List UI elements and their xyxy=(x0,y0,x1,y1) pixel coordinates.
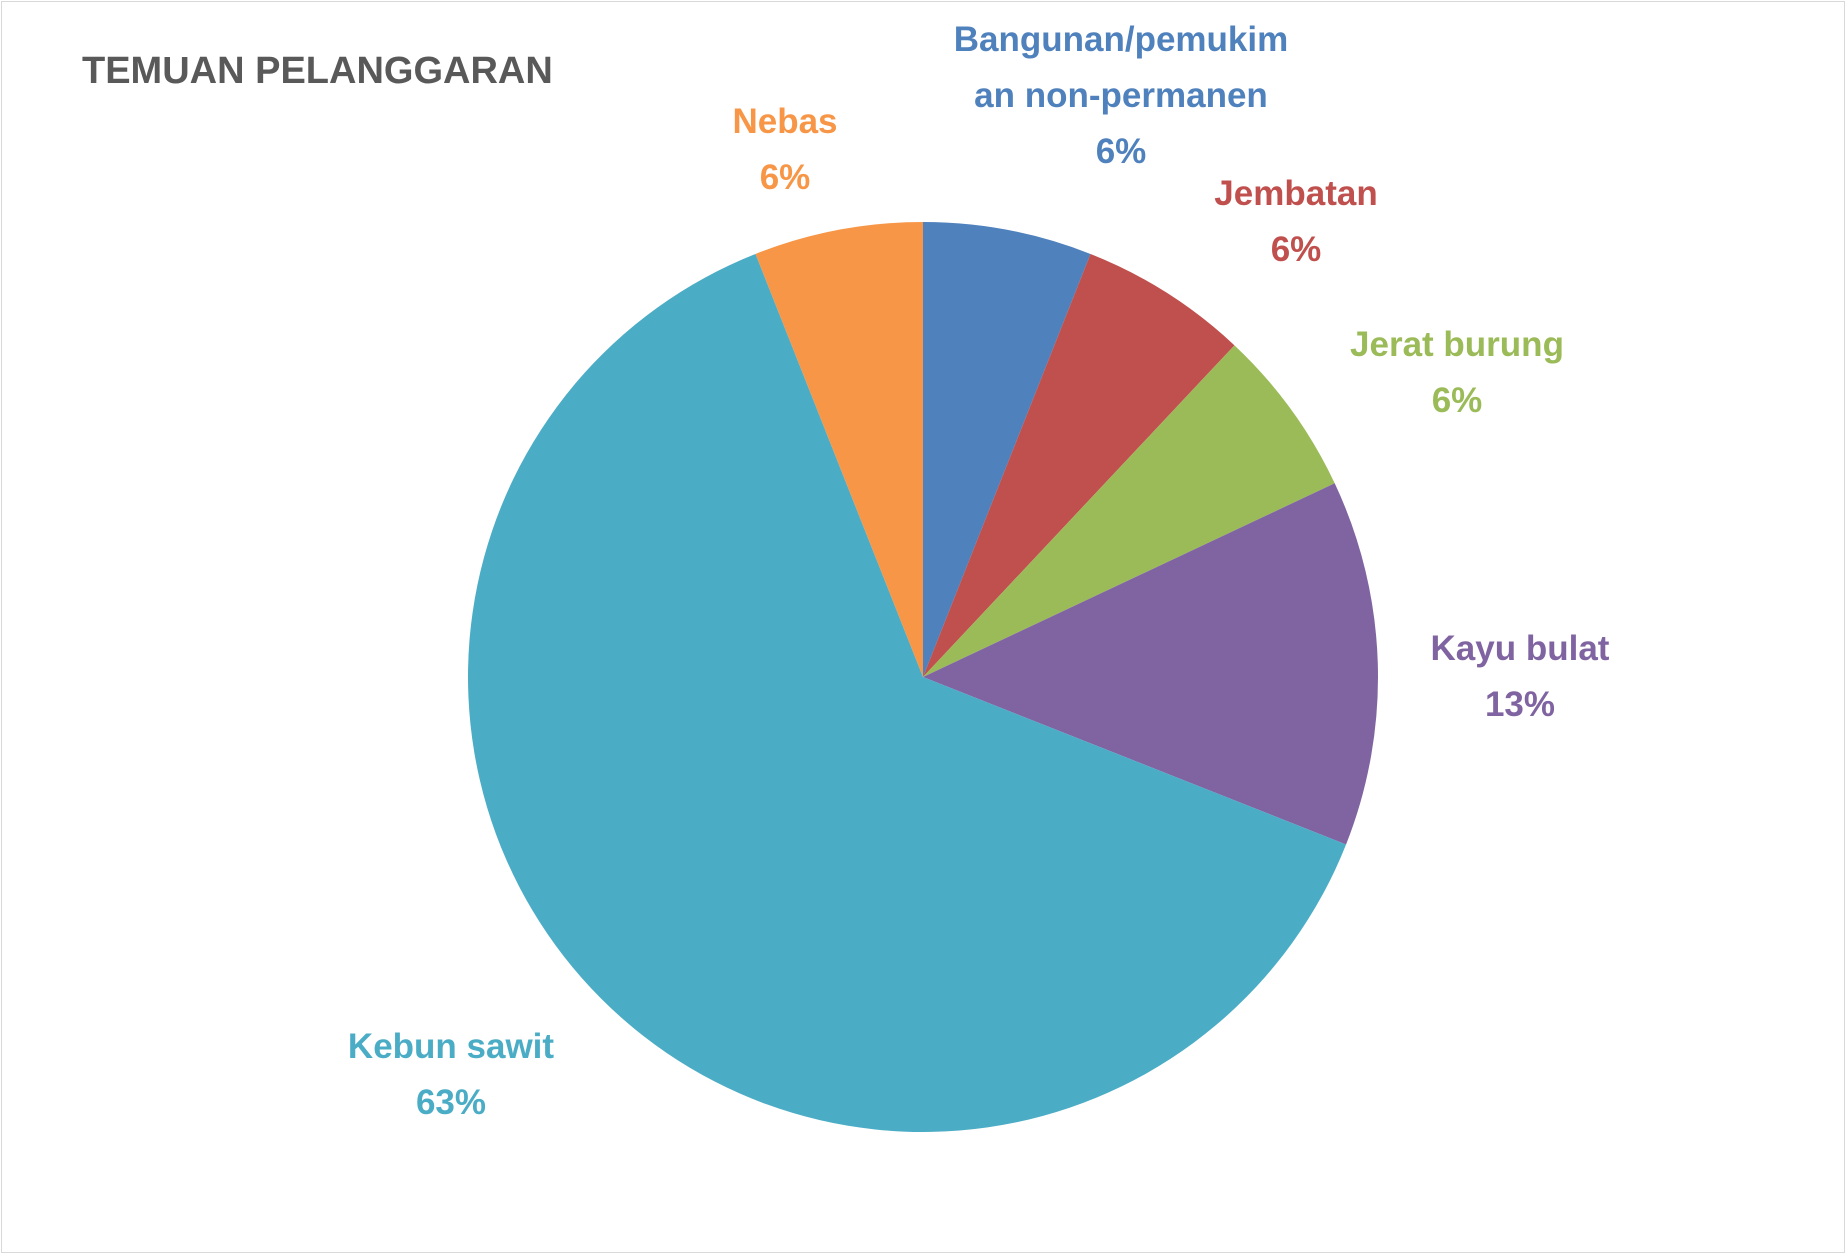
slice-label: Bangunan/pemukiman non-permanen 6% xyxy=(951,12,1291,180)
pie-slice xyxy=(467,253,1347,1132)
slice-label: Nebas 6% xyxy=(635,94,935,206)
chart-title: TEMUAN PELANGGARAN xyxy=(82,50,553,92)
value-label: 13% xyxy=(1484,685,1556,724)
slice-label: Jerat burung 6% xyxy=(1307,317,1607,429)
value-label: 6% xyxy=(1095,132,1147,171)
pie-slice xyxy=(923,483,1378,845)
category-label: Jembatan xyxy=(1214,174,1378,213)
category-label: Nebas xyxy=(732,102,838,141)
pie-slice xyxy=(923,345,1335,677)
pie-slice xyxy=(755,222,923,677)
pie-slice xyxy=(923,222,1091,677)
category-label: Kebun sawit xyxy=(347,1027,555,1066)
value-label: 63% xyxy=(415,1083,487,1122)
slice-label: Kayu bulat 13% xyxy=(1370,621,1670,733)
value-label: 6% xyxy=(1431,381,1483,420)
category-label: Jerat burung xyxy=(1350,325,1564,364)
slice-label: Jembatan 6% xyxy=(1146,166,1446,278)
category-label: Kayu bulat xyxy=(1430,629,1610,668)
value-label: 6% xyxy=(759,158,811,197)
category-label: Bangunan/pemukiman non-permanen xyxy=(953,20,1289,115)
pie-slice xyxy=(923,253,1235,677)
value-label: 6% xyxy=(1270,230,1322,269)
slice-label: Kebun sawit 63% xyxy=(301,1019,601,1131)
